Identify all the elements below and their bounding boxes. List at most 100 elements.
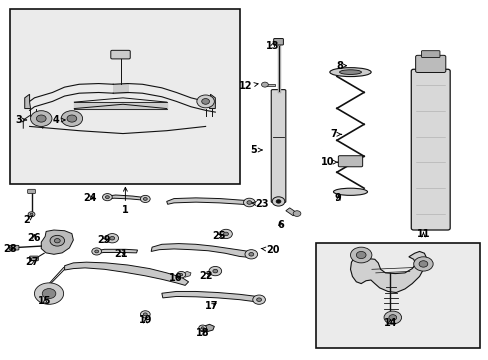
Bar	[266, 84, 275, 86]
Polygon shape	[41, 230, 73, 254]
FancyBboxPatch shape	[9, 246, 19, 250]
Polygon shape	[25, 94, 30, 109]
Circle shape	[252, 295, 265, 304]
Circle shape	[110, 237, 115, 240]
Circle shape	[28, 212, 35, 217]
FancyBboxPatch shape	[30, 256, 38, 261]
Polygon shape	[285, 208, 296, 216]
Circle shape	[92, 248, 102, 255]
Text: 2: 2	[23, 215, 33, 225]
Circle shape	[388, 315, 396, 320]
Polygon shape	[162, 292, 261, 302]
Circle shape	[30, 111, 52, 126]
Text: 13: 13	[265, 41, 279, 51]
Polygon shape	[203, 324, 214, 332]
Polygon shape	[209, 94, 215, 109]
FancyBboxPatch shape	[28, 189, 35, 194]
Circle shape	[54, 239, 60, 243]
FancyBboxPatch shape	[410, 69, 449, 230]
Circle shape	[261, 82, 268, 87]
Bar	[10, 9, 239, 184]
Polygon shape	[64, 262, 188, 285]
Text: 17: 17	[204, 301, 218, 311]
Text: 11: 11	[416, 229, 429, 239]
Text: 29: 29	[98, 235, 111, 246]
Circle shape	[50, 235, 64, 246]
Text: 15: 15	[39, 296, 52, 306]
Circle shape	[246, 201, 251, 204]
Circle shape	[105, 196, 109, 199]
Circle shape	[36, 115, 46, 122]
Circle shape	[199, 325, 206, 331]
Circle shape	[201, 99, 209, 104]
Circle shape	[42, 289, 56, 298]
Polygon shape	[74, 102, 166, 109]
Text: 24: 24	[83, 193, 97, 203]
Text: 6: 6	[277, 220, 283, 230]
Polygon shape	[151, 244, 253, 257]
Circle shape	[418, 261, 427, 267]
Circle shape	[413, 257, 432, 271]
Polygon shape	[166, 198, 251, 205]
Circle shape	[248, 252, 253, 256]
Circle shape	[61, 111, 82, 126]
Text: 25: 25	[211, 231, 225, 241]
Circle shape	[219, 229, 232, 239]
Text: 16: 16	[168, 273, 182, 283]
Ellipse shape	[339, 70, 361, 75]
Text: 21: 21	[114, 249, 127, 259]
Circle shape	[256, 298, 261, 301]
Circle shape	[106, 234, 118, 243]
Text: 22: 22	[199, 271, 212, 281]
Ellipse shape	[333, 188, 367, 195]
Circle shape	[212, 269, 217, 273]
Bar	[316, 243, 479, 348]
Text: 1: 1	[122, 187, 128, 215]
Ellipse shape	[329, 68, 370, 77]
Circle shape	[383, 311, 401, 324]
Circle shape	[95, 250, 99, 253]
Text: 12: 12	[238, 81, 258, 91]
Polygon shape	[107, 195, 147, 201]
Circle shape	[350, 247, 371, 263]
Text: 14: 14	[383, 318, 396, 328]
Circle shape	[143, 313, 147, 316]
Text: 23: 23	[252, 199, 268, 209]
Text: 26: 26	[28, 233, 41, 243]
Circle shape	[208, 266, 221, 276]
Text: 20: 20	[261, 245, 279, 255]
Circle shape	[356, 251, 366, 258]
Text: 9: 9	[334, 193, 341, 203]
Text: 27: 27	[25, 257, 39, 267]
Circle shape	[223, 232, 228, 236]
Circle shape	[276, 200, 281, 203]
Circle shape	[243, 198, 255, 207]
Text: 28: 28	[3, 244, 17, 254]
Circle shape	[102, 194, 112, 201]
Circle shape	[143, 198, 147, 201]
Circle shape	[180, 274, 183, 276]
Text: 8: 8	[335, 61, 346, 71]
Text: 4: 4	[52, 115, 65, 125]
Circle shape	[201, 327, 203, 329]
Circle shape	[34, 283, 63, 304]
FancyBboxPatch shape	[273, 39, 283, 45]
FancyBboxPatch shape	[111, 50, 130, 59]
Circle shape	[292, 211, 300, 216]
Text: 10: 10	[321, 157, 337, 167]
Text: 19: 19	[138, 315, 152, 325]
Circle shape	[177, 271, 185, 278]
Polygon shape	[182, 271, 191, 277]
Text: 7: 7	[329, 129, 341, 139]
Circle shape	[67, 115, 77, 122]
Circle shape	[140, 195, 150, 203]
Circle shape	[30, 213, 33, 215]
Circle shape	[197, 95, 214, 108]
Text: 18: 18	[196, 328, 209, 338]
FancyBboxPatch shape	[271, 90, 285, 203]
Text: 3: 3	[15, 115, 26, 125]
FancyBboxPatch shape	[338, 156, 362, 167]
Polygon shape	[350, 249, 426, 293]
Circle shape	[272, 197, 285, 206]
FancyBboxPatch shape	[421, 51, 439, 58]
